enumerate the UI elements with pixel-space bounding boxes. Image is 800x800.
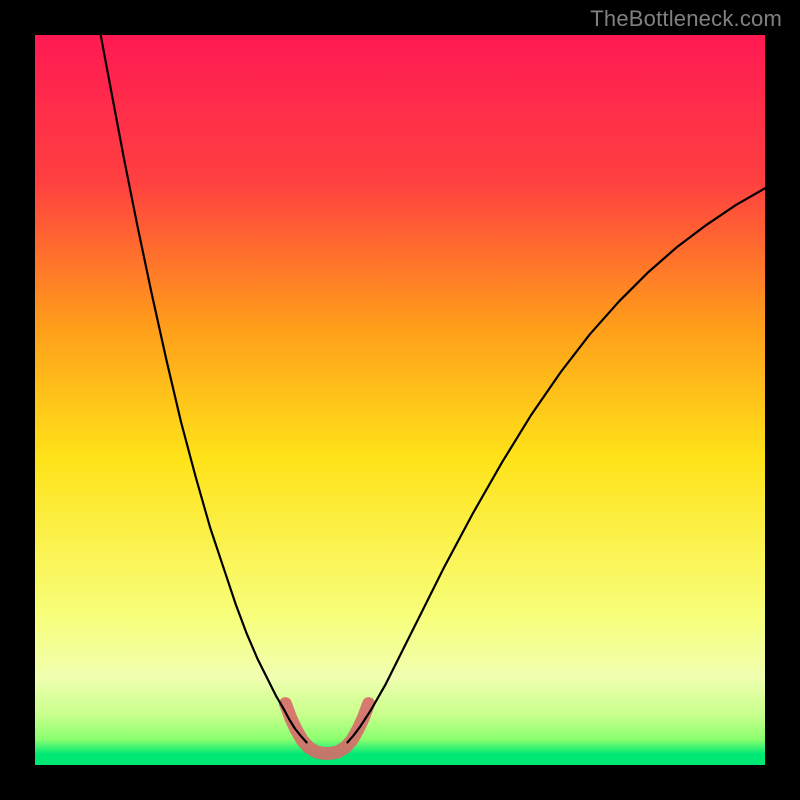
chart-container: TheBottleneck.com: [0, 0, 800, 800]
plot-area: [35, 35, 765, 765]
bottleneck-chart: [35, 35, 765, 765]
watermark-text: TheBottleneck.com: [590, 6, 782, 32]
